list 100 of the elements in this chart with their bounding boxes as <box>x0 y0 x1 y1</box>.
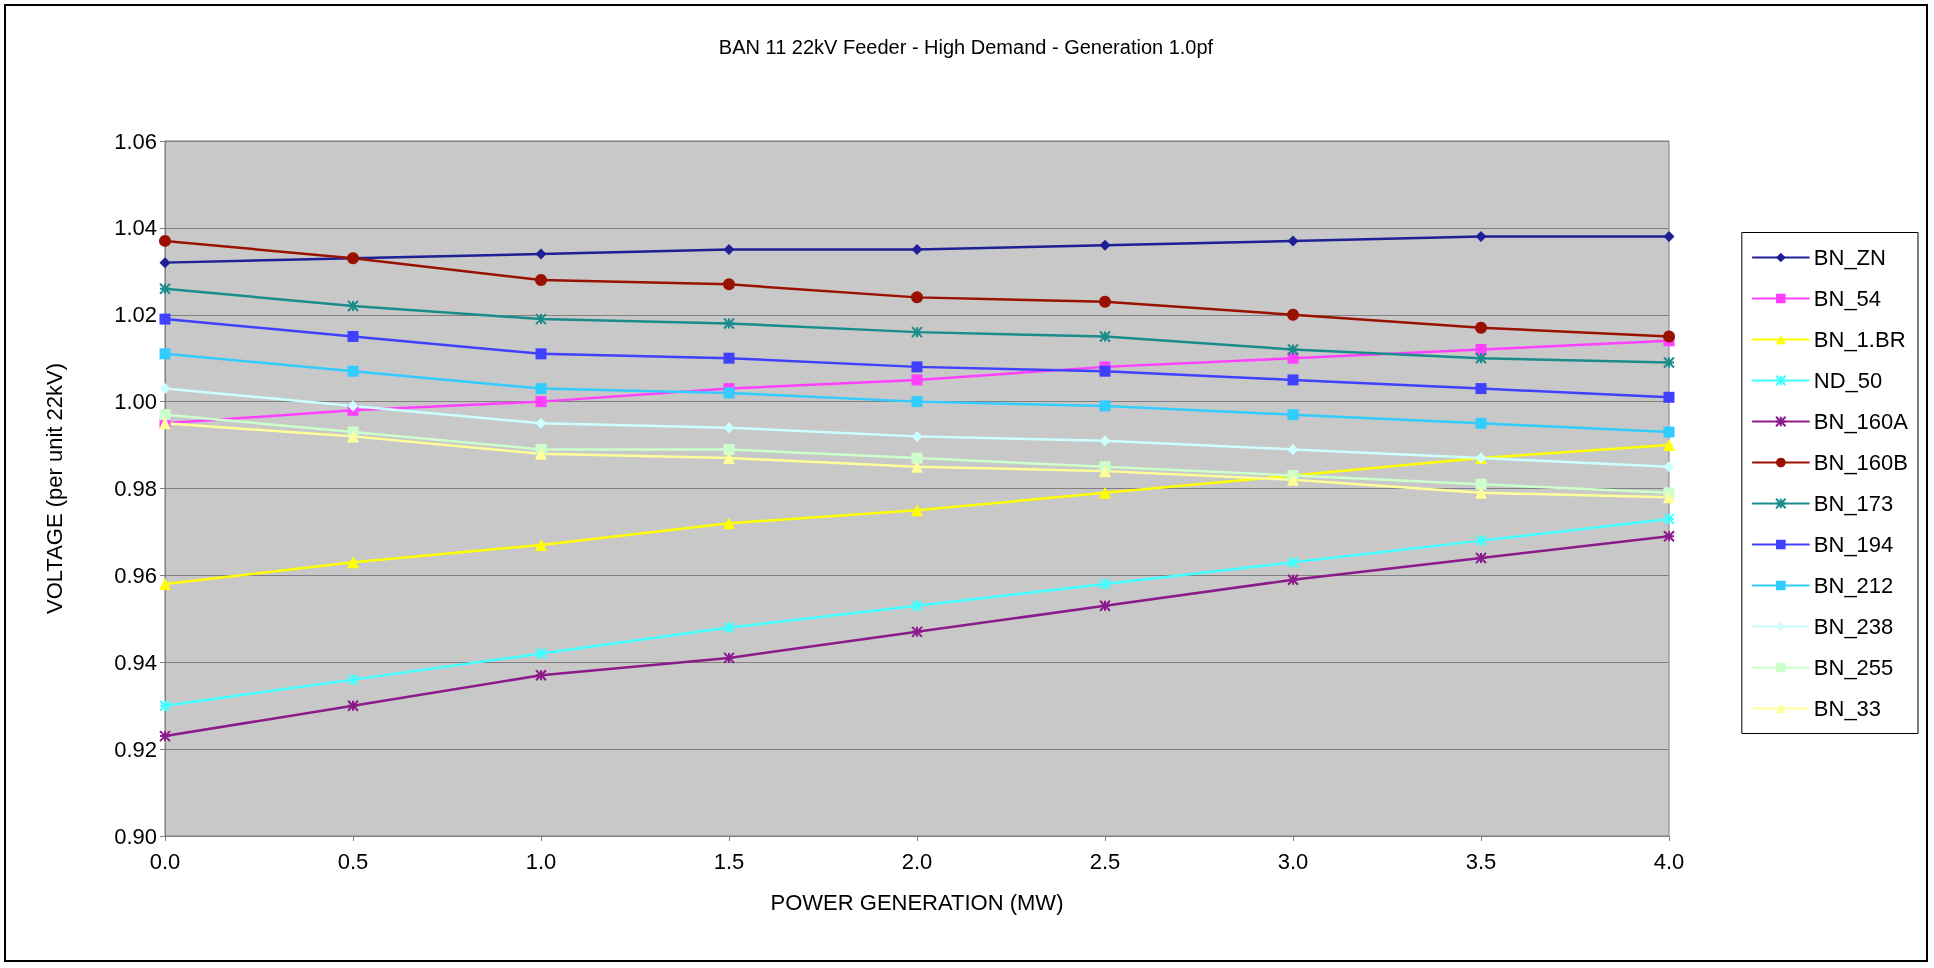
point <box>723 621 735 634</box>
point <box>1475 417 1487 429</box>
point <box>347 699 359 712</box>
y-tick-label: 1.06 <box>114 128 157 154</box>
x-tick-label: 3.5 <box>1465 848 1497 874</box>
point <box>1287 308 1299 321</box>
legend-label: BN_33 <box>1813 696 1882 721</box>
point <box>911 460 923 473</box>
y-axis-title: VOLTAGE (per unit 22kV) <box>41 362 67 615</box>
legend-label: BN_238 <box>1813 614 1894 639</box>
point <box>1663 426 1675 438</box>
y-tick-label: 1.00 <box>114 389 157 415</box>
point <box>159 730 171 743</box>
point <box>1099 365 1111 377</box>
x-tick-label: 1.0 <box>525 848 557 874</box>
point <box>159 699 171 712</box>
point <box>1475 478 1487 490</box>
point <box>1475 321 1487 334</box>
point <box>159 578 171 591</box>
point <box>535 313 547 326</box>
x-tick-label: 2.5 <box>1089 848 1121 874</box>
point <box>911 430 923 442</box>
point <box>911 291 923 304</box>
legend-label: BN_194 <box>1813 532 1894 557</box>
point <box>723 278 735 291</box>
point <box>1287 573 1299 586</box>
point <box>1099 578 1111 591</box>
point <box>1287 473 1299 486</box>
point <box>347 400 359 412</box>
point <box>535 647 547 660</box>
x-tick-label: 0.5 <box>337 848 369 874</box>
point <box>911 326 923 339</box>
point <box>1099 486 1111 499</box>
point <box>911 599 923 612</box>
point <box>1663 330 1675 343</box>
point <box>159 313 171 325</box>
legend-label: BN_212 <box>1813 573 1894 598</box>
point <box>347 673 359 686</box>
point <box>1287 352 1299 364</box>
point <box>1475 486 1487 499</box>
legend-label: BN_ZN <box>1813 245 1886 270</box>
point <box>535 396 547 408</box>
point <box>1099 465 1111 478</box>
point <box>723 387 735 399</box>
x-tick-label: 0.0 <box>149 848 181 874</box>
point <box>535 447 547 460</box>
point <box>535 538 547 551</box>
point <box>911 396 923 408</box>
point <box>723 244 735 256</box>
point <box>1663 231 1675 243</box>
point <box>1475 534 1487 547</box>
point <box>723 651 735 664</box>
point <box>911 452 923 464</box>
y-tick-label: 1.04 <box>114 215 157 241</box>
point <box>1663 530 1675 543</box>
legend-label: BN_1.BR <box>1813 327 1906 352</box>
x-tick-label: 4.0 <box>1653 848 1685 874</box>
y-tick-label: 0.98 <box>114 476 157 501</box>
legend-label: BN_255 <box>1813 655 1894 680</box>
point <box>347 300 359 313</box>
point <box>159 348 171 360</box>
point <box>1475 552 1487 564</box>
point <box>1663 439 1675 452</box>
point <box>1663 512 1675 525</box>
legend-label: BN_160B <box>1813 450 1909 475</box>
point <box>159 257 171 269</box>
point <box>1475 383 1487 395</box>
point <box>535 248 547 260</box>
point <box>159 383 171 395</box>
point <box>1099 435 1111 447</box>
point <box>159 409 171 421</box>
y-tick-label: 0.94 <box>114 649 157 675</box>
x-tick-label: 3.0 <box>1277 848 1309 874</box>
point <box>911 244 923 256</box>
point <box>1663 391 1675 403</box>
point <box>535 274 547 286</box>
point <box>1287 343 1299 356</box>
point <box>535 669 547 682</box>
y-tick-label: 0.96 <box>114 562 157 588</box>
point <box>159 282 171 295</box>
point <box>1099 295 1111 308</box>
point <box>1663 356 1675 369</box>
legend-label: BN_173 <box>1813 491 1894 516</box>
point <box>1287 443 1299 455</box>
point <box>347 430 359 443</box>
point <box>911 504 923 517</box>
x-tick-label: 2.0 <box>901 848 933 874</box>
x-tick-label: 1.5 <box>713 848 745 874</box>
point <box>347 556 359 569</box>
point <box>1663 491 1675 504</box>
point <box>535 383 547 395</box>
point <box>1475 352 1487 365</box>
point <box>535 348 547 360</box>
point <box>1287 409 1299 421</box>
point <box>1663 461 1675 473</box>
chart-title: BAN 11 22kV Feeder - High Demand - Generation 1.0pf <box>718 36 1214 58</box>
point <box>159 234 171 247</box>
point <box>723 443 735 455</box>
point <box>1475 231 1487 243</box>
point <box>1099 599 1111 612</box>
